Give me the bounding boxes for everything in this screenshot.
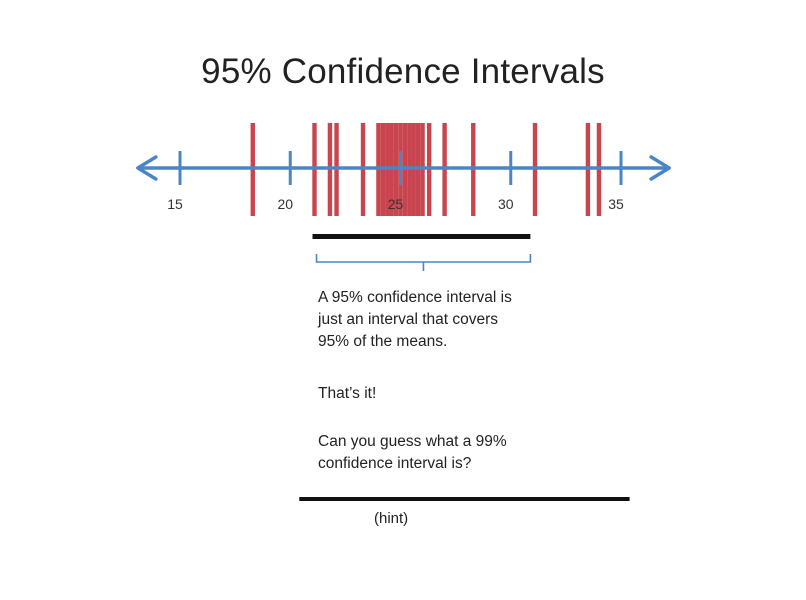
axis-group	[136, 151, 671, 185]
interval-95-bar	[312, 234, 531, 239]
tick-label: 20	[277, 196, 293, 212]
tick-label: 35	[608, 196, 624, 212]
hint-label: (hint)	[374, 510, 409, 527]
question-line: Can you guess what a 99%	[318, 433, 507, 450]
description-line: 95% of the means.	[318, 333, 448, 350]
tick-label: 25	[388, 196, 404, 212]
left-arrowhead	[136, 155, 158, 181]
description-line: just an interval that covers	[318, 311, 499, 328]
tick-label: 30	[498, 196, 514, 212]
interval-99-bar	[299, 497, 630, 501]
interval-bracket	[315, 254, 532, 271]
question-text: Can you guess what a 99% confidence inte…	[318, 431, 507, 475]
description-text: A 95% confidence interval is just an int…	[318, 287, 512, 353]
tick-labels-group: 15 20 25 30 35	[167, 196, 624, 212]
slide-title: 95% Confidence Intervals	[201, 52, 605, 91]
interval-group	[299, 234, 630, 501]
question-line: confidence interval is?	[318, 455, 472, 472]
emphasis-text: That’s it!	[318, 385, 377, 402]
tick-label: 15	[167, 196, 183, 212]
description-line: A 95% confidence interval is	[318, 289, 512, 306]
right-arrowhead	[649, 155, 671, 181]
